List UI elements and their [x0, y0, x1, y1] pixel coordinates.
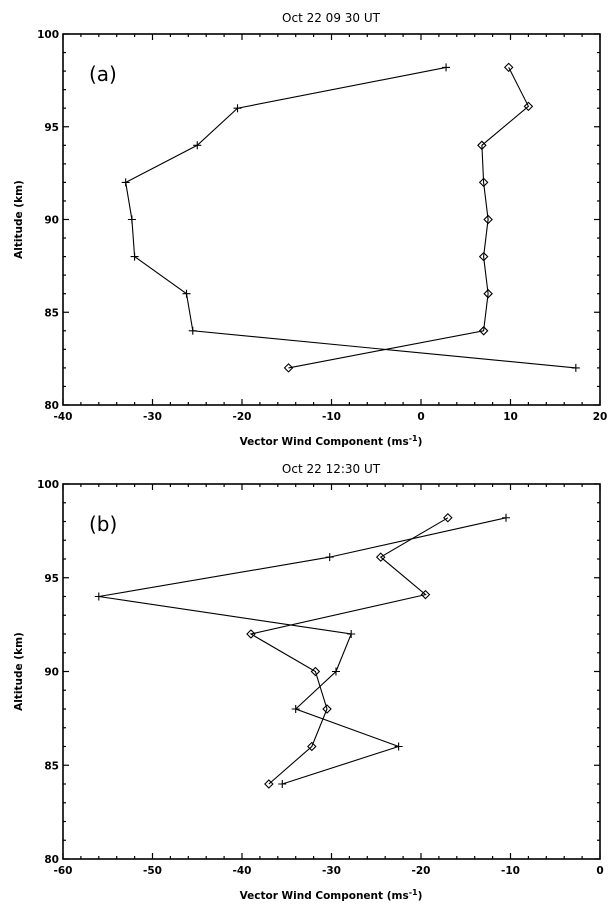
y-tick-label: 100	[37, 479, 59, 491]
y-axis-label: Altitude (km)	[13, 180, 25, 259]
plus-marker	[233, 104, 242, 113]
x-tick-label: -40	[233, 865, 252, 877]
x-tick-label: -10	[322, 411, 341, 423]
data-marks	[94, 512, 511, 789]
plus-marker	[291, 705, 300, 713]
diamond-marker	[264, 779, 274, 789]
diamond-marker	[503, 62, 514, 73]
plus-marker	[121, 178, 130, 187]
x-tick-label: -50	[143, 865, 162, 877]
plus-marker	[182, 289, 191, 298]
plus-marker	[442, 63, 451, 72]
x-axis-label-main: Vector Wind Component (ms	[240, 890, 409, 902]
series-line-diamond	[288, 67, 530, 369]
diamond-marker	[375, 552, 386, 562]
plus-marker	[347, 630, 356, 638]
x-axis-label: Vector Wind Component (ms-1)	[240, 888, 423, 902]
diamond-marker	[307, 741, 317, 752]
diamond-marker	[478, 251, 489, 262]
chart-title: Oct 22 09 30 UT	[282, 11, 381, 25]
x-tick-label: 10	[503, 411, 518, 423]
plus-marker	[502, 513, 511, 522]
series-line-plus	[125, 66, 576, 369]
diamond-marker	[322, 704, 332, 714]
y-tick-label: 95	[44, 573, 59, 585]
panel-label: (a)	[89, 62, 117, 86]
series-line-diamond	[249, 517, 449, 785]
x-tick-label: -30	[143, 411, 162, 423]
x-tick-label: -40	[54, 411, 73, 423]
axis-ticks: -40 -30 -20 -10 0 10 20 80 85 90 95 100	[37, 29, 607, 423]
x-axis-label-superscript: -1	[409, 888, 418, 897]
plus-marker	[325, 553, 334, 562]
diamond-marker	[420, 589, 431, 600]
chart-panel-a: Oct 22 09 30 UT -40 -30 -20 -10 0 10 20 80 85 90 9…	[13, 11, 607, 448]
plus-marker	[571, 363, 580, 372]
axis-ticks: -60 -50 -40 -30 -20 -10 0 80 85 90 95 100	[37, 479, 604, 877]
plus-marker	[193, 141, 202, 150]
x-tick-label: -60	[54, 865, 73, 877]
diamond-marker	[283, 363, 294, 373]
x-tick-label: -20	[233, 411, 252, 423]
x-tick-label: 0	[596, 865, 603, 877]
x-tick-label: 0	[417, 411, 424, 423]
x-axis-label-end: )	[418, 436, 423, 448]
x-tick-label: -20	[412, 865, 431, 877]
plus-marker	[331, 667, 340, 676]
diamond-marker	[246, 629, 256, 639]
panel-label: (b)	[89, 512, 117, 536]
x-tick-label: 20	[593, 411, 608, 423]
plot-frame	[62, 483, 601, 860]
y-tick-label: 80	[44, 854, 59, 866]
data-marks	[121, 62, 580, 373]
x-tick-label: -30	[322, 865, 341, 877]
x-axis-label: Vector Wind Component (ms-1)	[240, 434, 423, 448]
y-tick-label: 95	[44, 122, 59, 134]
series-line-plus	[98, 517, 507, 785]
plus-marker	[188, 326, 197, 335]
plus-marker	[394, 742, 403, 751]
y-tick-label: 85	[44, 760, 59, 772]
chart-panel-b: Oct 22 12:30 UT -60 -50 -40 -30 -20 -10 0 80 85 9…	[13, 462, 604, 902]
y-axis-label: Altitude (km)	[13, 632, 25, 711]
plus-marker	[94, 592, 103, 601]
y-tick-label: 90	[44, 215, 59, 227]
diamond-marker	[443, 512, 453, 523]
diamond-marker	[310, 666, 321, 677]
diamond-marker	[483, 214, 493, 225]
x-axis-label-main: Vector Wind Component (ms	[240, 436, 409, 448]
plus-marker	[127, 215, 136, 224]
plus-marker	[278, 780, 287, 788]
y-tick-label: 100	[37, 29, 59, 41]
diamond-marker	[478, 326, 489, 336]
diamond-marker	[483, 288, 493, 299]
x-tick-label: -10	[501, 865, 520, 877]
plus-marker	[130, 252, 139, 261]
y-tick-label: 80	[44, 400, 59, 412]
diamond-marker	[477, 140, 487, 151]
x-axis-label-end: )	[418, 890, 423, 902]
x-axis-label-superscript: -1	[409, 434, 418, 443]
diamond-marker	[478, 177, 489, 188]
y-tick-label: 90	[44, 667, 59, 679]
y-tick-label: 85	[44, 307, 59, 319]
diamond-marker	[523, 101, 534, 112]
chart-title: Oct 22 12:30 UT	[282, 462, 381, 476]
